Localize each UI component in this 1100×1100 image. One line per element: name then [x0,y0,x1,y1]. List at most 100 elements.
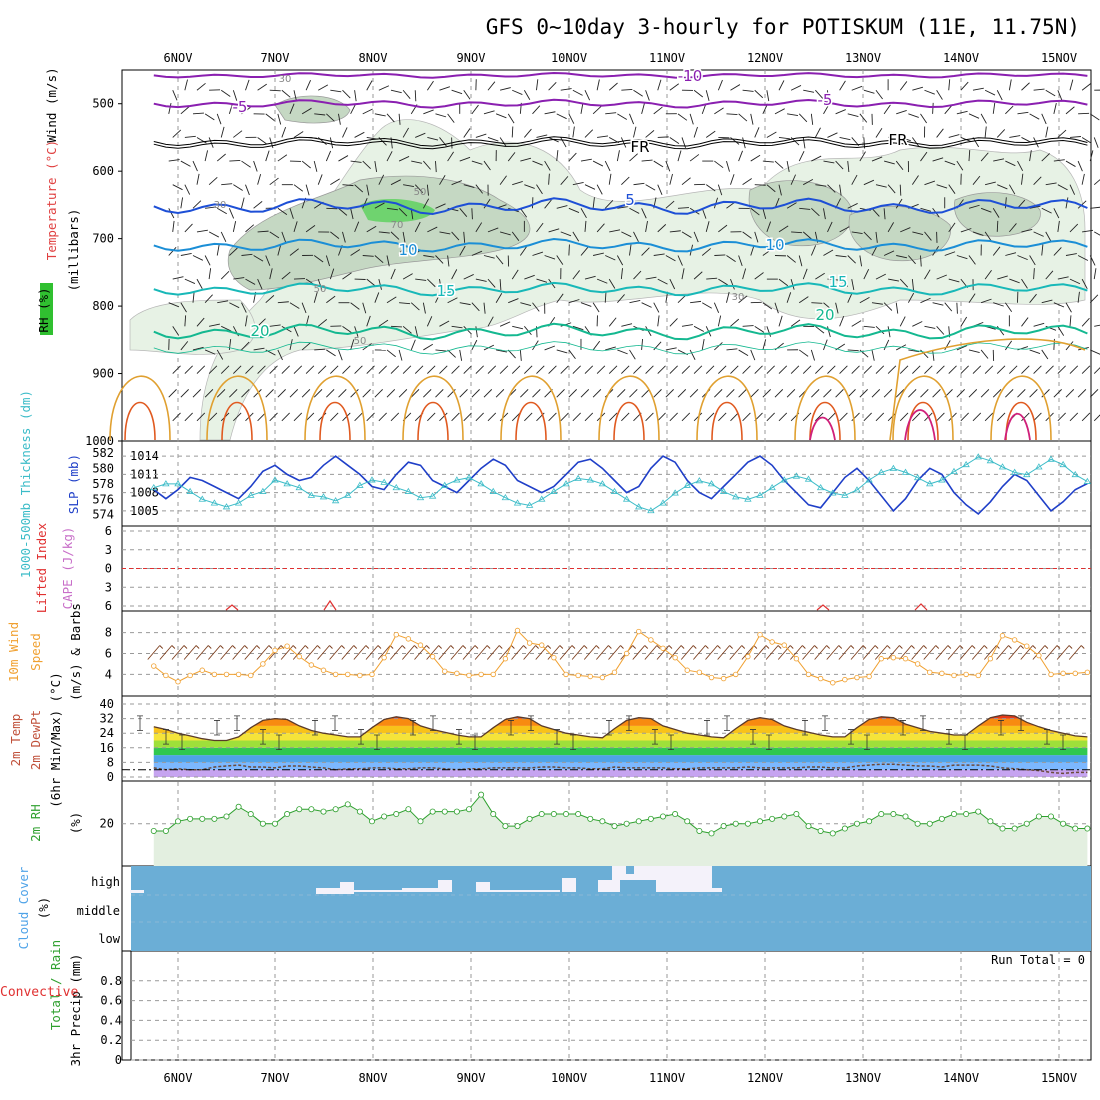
rh-marker [514,823,521,830]
temp-band [153,755,1088,763]
wind10-barb [717,645,721,649]
wind10-barb [693,645,706,660]
wind-barb [277,389,286,398]
wind-barb [956,389,965,398]
wind-barb [289,339,293,351]
temp-minmax-whisker [750,729,756,745]
wind-barb [208,231,220,238]
wind-barb [427,137,439,141]
wind-barb [810,349,816,361]
wind-barb [180,341,189,351]
wind-barb [968,150,971,162]
wind-barb [414,365,424,374]
wind-barb [592,302,600,313]
temp-contour-25 [696,375,758,441]
cloud-cover-area [131,866,1091,951]
wind-barb [1029,293,1037,304]
thickness-marker [853,486,861,493]
wind-barb [508,298,519,304]
wind10-barb [656,645,661,649]
wind-barb [208,176,218,186]
wind-barb [386,296,397,304]
wind-barb [932,389,941,398]
thickness-marker [598,480,607,487]
thickness-marker [259,487,267,494]
wind-barb [851,174,858,185]
rh-tick: 20 [100,817,114,831]
wind-barb [657,365,666,374]
wind-barb [548,228,560,233]
cloud-gap [598,880,620,892]
wind-barb [1005,160,1016,167]
wind10-barb [656,645,670,660]
wind-barb [184,79,188,91]
wind-barb [960,412,969,422]
wind-barb [863,365,872,374]
wind10-barb [996,645,1009,660]
wind-barb [778,225,789,233]
wind-barb [398,113,401,125]
wind-barb [496,349,507,353]
wind-barb [422,302,426,314]
wind-barb [390,179,401,186]
wind-barb [556,113,567,120]
wind-barb [677,255,683,266]
thickness-marker [513,499,522,506]
wind-barb [293,90,297,102]
wind-barb [839,412,848,422]
wind-barb [1029,389,1038,398]
lifted-index-tick: 6 [105,599,112,613]
wind-barb [1029,205,1041,209]
wind-barb [326,113,335,122]
wind-barb [572,126,575,138]
wind-barb [621,323,633,327]
date-label-top: 10NOV [551,51,587,65]
rh-marker [672,811,679,818]
wind-barb [932,349,935,361]
wind-barb [726,113,738,116]
wind10-barb [462,645,476,660]
wind-barb [681,268,685,280]
wind-barb [439,279,442,291]
axis-title: 2m DewPt [28,710,43,770]
wind-barb [968,293,976,303]
thickness-marker [247,491,255,498]
wind-barb [233,412,242,422]
wind-barb [912,231,924,235]
wind-barb [511,126,514,138]
wind-speed-marker [369,671,375,678]
wind-barb [281,271,291,280]
wind10-barb [486,645,491,649]
wind-barb [705,412,715,422]
wind10-barb [450,645,464,660]
wind-barb [326,349,336,357]
wind-barb [701,208,707,219]
wind-barb [338,207,348,216]
wind-barb [1081,365,1091,374]
wind-barb [241,160,251,168]
wind-barb [980,113,987,124]
thickness-marker [344,491,352,498]
cloud-gap [316,888,340,894]
temp-contour-25 [304,375,366,441]
wind-speed-marker [260,661,266,667]
wind-barb [883,104,891,115]
wind-barb [536,184,543,195]
wind-barb [617,206,629,209]
thickness-marker [804,475,813,482]
cloud-gap [476,882,490,892]
wind-barb [338,349,343,361]
wind10-barb [705,645,709,649]
wind10-barb [644,645,649,649]
thickness-marker [368,476,376,483]
rh-marker [247,811,254,818]
wind-barb [920,207,932,212]
temp-minmax-whisker [163,729,169,745]
wind-barb [519,208,528,218]
thickness-marker [877,468,885,475]
wind-barb [629,299,641,304]
wind-barb [499,137,507,147]
wind-speed-marker [781,642,787,648]
wind-barb [487,227,499,233]
wind-barb [329,137,334,149]
